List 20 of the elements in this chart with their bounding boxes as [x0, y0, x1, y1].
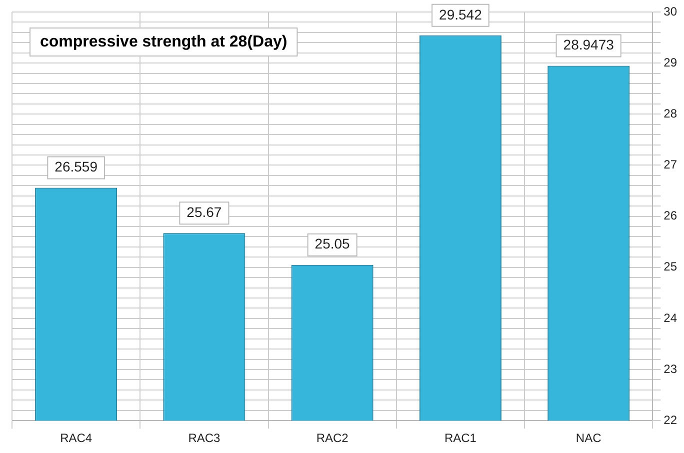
y-tick-label: 28 — [664, 106, 678, 120]
x-tick-label: RAC2 — [316, 431, 349, 446]
x-tick-label: RAC1 — [444, 431, 477, 446]
y-tick-label: 24 — [664, 310, 678, 325]
y-tick-label: 30 — [664, 4, 678, 18]
y-tick-label: 22 — [664, 412, 678, 427]
y-tick-label: 26 — [664, 208, 678, 223]
data-label: 25.67 — [186, 204, 222, 220]
data-label: 29.542 — [439, 6, 482, 22]
data-label: 26.559 — [54, 158, 98, 175]
x-tick-label: RAC4 — [60, 431, 92, 446]
y-tick-label: 23 — [664, 362, 678, 376]
x-tick-label: NAC — [576, 431, 602, 446]
text: compressive strength at 28(Day) — [40, 33, 288, 50]
y-tick-label: 27 — [664, 158, 678, 172]
data-label: 25.05 — [314, 236, 350, 252]
y-tick-label: 29 — [664, 55, 678, 70]
y-tick-label: 25 — [664, 260, 678, 274]
data-label: 28.9473 — [563, 36, 614, 53]
x-tick-label: RAC3 — [188, 431, 221, 446]
